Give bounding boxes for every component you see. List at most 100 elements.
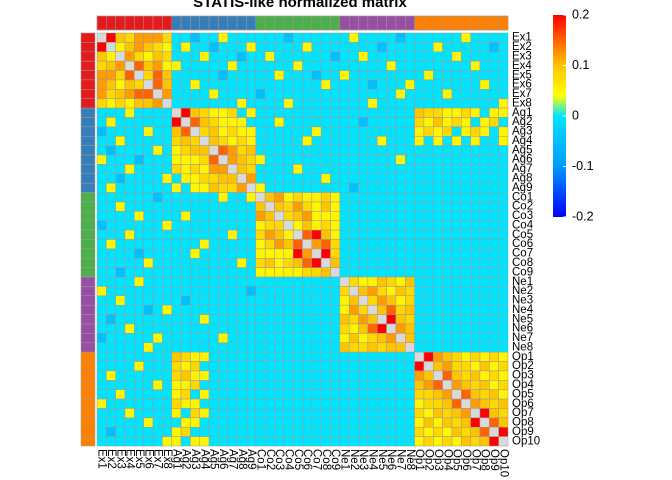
cell bbox=[236, 89, 247, 99]
row-annotation bbox=[80, 70, 96, 81]
cell bbox=[311, 239, 322, 250]
cell bbox=[470, 398, 481, 409]
cell bbox=[442, 60, 453, 71]
cell bbox=[479, 342, 490, 353]
cell bbox=[180, 145, 191, 156]
cell bbox=[479, 304, 490, 315]
cell bbox=[274, 295, 285, 306]
cell bbox=[255, 258, 266, 268]
row-annotation bbox=[80, 295, 96, 306]
cell bbox=[367, 333, 378, 344]
cell bbox=[433, 426, 443, 437]
cell bbox=[311, 436, 322, 447]
cell bbox=[376, 51, 387, 62]
cell bbox=[376, 79, 387, 90]
cell bbox=[302, 201, 313, 212]
cell bbox=[292, 220, 303, 231]
cell bbox=[162, 164, 172, 175]
column-label: Ag8 bbox=[236, 449, 248, 469]
cell bbox=[358, 154, 369, 165]
cell bbox=[96, 51, 107, 62]
cell bbox=[358, 136, 369, 146]
cell bbox=[348, 51, 359, 62]
row-annotation bbox=[80, 342, 96, 353]
cell bbox=[106, 107, 116, 118]
cell bbox=[414, 220, 425, 231]
cell bbox=[96, 380, 107, 390]
cell bbox=[106, 211, 116, 221]
cell bbox=[320, 408, 331, 419]
cell bbox=[358, 314, 369, 325]
cell bbox=[283, 370, 294, 381]
cell bbox=[498, 314, 509, 325]
na-cell bbox=[451, 389, 462, 400]
row-annotation bbox=[80, 314, 96, 325]
column-annotation bbox=[498, 15, 509, 31]
cell bbox=[348, 126, 359, 137]
cell bbox=[358, 323, 369, 334]
cell bbox=[442, 408, 453, 419]
cell bbox=[124, 107, 135, 118]
cell bbox=[470, 136, 481, 146]
cell bbox=[348, 136, 359, 146]
cell bbox=[479, 201, 490, 212]
cell bbox=[461, 370, 471, 381]
cell bbox=[386, 239, 397, 250]
row-label: Op5 bbox=[512, 388, 534, 400]
cell bbox=[302, 117, 313, 128]
cell bbox=[180, 267, 191, 278]
cell bbox=[274, 32, 285, 43]
na-cell bbox=[152, 89, 163, 99]
cell bbox=[339, 154, 350, 165]
cell bbox=[367, 145, 378, 156]
cell bbox=[227, 333, 238, 344]
cell bbox=[302, 32, 313, 43]
cell bbox=[498, 426, 509, 437]
cell bbox=[395, 398, 406, 409]
cell bbox=[236, 32, 247, 43]
cell bbox=[106, 351, 116, 362]
row-annotation bbox=[80, 408, 96, 419]
cell bbox=[367, 126, 378, 137]
cell bbox=[246, 201, 257, 212]
cell bbox=[414, 229, 425, 240]
cell bbox=[348, 351, 359, 362]
cell bbox=[162, 248, 172, 259]
cell bbox=[311, 126, 322, 137]
cell bbox=[395, 201, 406, 212]
cell bbox=[489, 436, 499, 447]
cell bbox=[180, 351, 191, 362]
cell bbox=[423, 173, 434, 184]
cell bbox=[405, 351, 415, 362]
cell bbox=[470, 389, 481, 400]
cell bbox=[451, 42, 462, 53]
cell bbox=[199, 426, 210, 437]
cell bbox=[376, 173, 387, 184]
cell bbox=[348, 370, 359, 381]
cell bbox=[152, 145, 163, 156]
cell bbox=[433, 164, 443, 175]
cell bbox=[479, 32, 490, 43]
cell bbox=[180, 70, 191, 81]
cell bbox=[218, 323, 229, 334]
row-annotation bbox=[80, 229, 96, 240]
cell bbox=[339, 333, 350, 344]
cell bbox=[433, 389, 443, 400]
cell bbox=[208, 60, 219, 71]
na-cell bbox=[376, 314, 387, 325]
cell bbox=[451, 408, 462, 419]
cell bbox=[124, 314, 135, 325]
cell bbox=[124, 436, 135, 447]
cell bbox=[302, 70, 313, 81]
cell bbox=[339, 201, 350, 212]
row-label: Ne6 bbox=[512, 323, 533, 335]
cell bbox=[339, 258, 350, 268]
cell bbox=[348, 60, 359, 71]
cell bbox=[143, 239, 154, 250]
cell bbox=[423, 342, 434, 353]
cell bbox=[208, 408, 219, 419]
cell bbox=[162, 436, 172, 447]
cell bbox=[180, 182, 191, 193]
cell bbox=[311, 267, 322, 278]
na-cell bbox=[442, 380, 453, 390]
